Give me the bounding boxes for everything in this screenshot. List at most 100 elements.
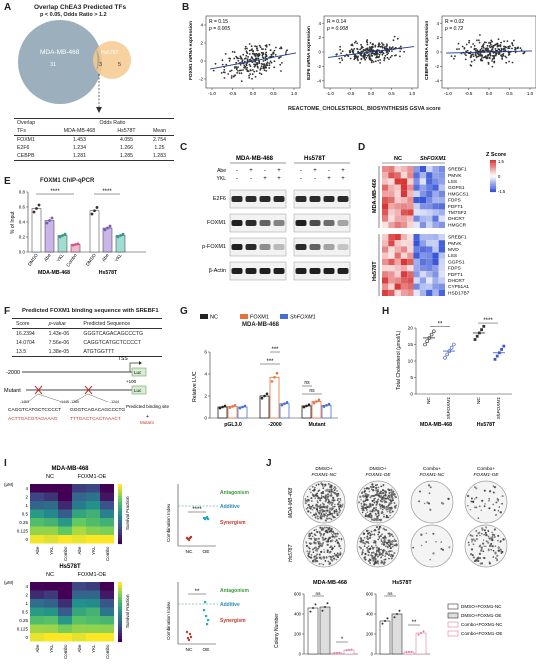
- scatter-xtick-label: 0.0: [486, 91, 493, 96]
- table-row: 16.2394 1.43e-06 GGGTCAGACAGCCCTG: [12, 329, 162, 339]
- scatter-point: [352, 52, 355, 54]
- colony-dot: [383, 494, 386, 497]
- synergy-col-tick: Abe: [77, 644, 82, 653]
- scatter-point: [259, 46, 262, 49]
- synergy-cell: [30, 624, 44, 633]
- colony-dot: [315, 555, 318, 557]
- luc-point: [307, 403, 311, 406]
- colony-dot: [429, 486, 432, 489]
- chol-point: [480, 328, 483, 332]
- heatmap-gene-label: LSS: [448, 179, 457, 185]
- heatmap-cell: [419, 234, 427, 241]
- scatter-point: [223, 71, 226, 74]
- ci-antagonism-label: Antagonism: [220, 490, 249, 496]
- scatter-point: [273, 66, 276, 69]
- colony-dot: [488, 499, 490, 502]
- scatter-point: [454, 55, 456, 58]
- chol-sig-label: **: [438, 321, 443, 327]
- luc-point: [218, 406, 222, 410]
- heatmap-cell: [394, 265, 401, 272]
- synergy-cell: [86, 590, 100, 599]
- colony-dot: [326, 549, 329, 552]
- colony-dot: [313, 537, 316, 540]
- colony-dot: [331, 555, 334, 558]
- scatter-point: [243, 66, 245, 69]
- chip-bar-label: DMSO: [27, 252, 39, 267]
- synergy-cell: [72, 501, 86, 510]
- scatter-point: [456, 48, 458, 50]
- scatter-point: [237, 59, 240, 62]
- luc-point: [305, 404, 308, 408]
- blot-band: [295, 220, 307, 226]
- scatter-xtick-label: 0.5: [270, 91, 277, 96]
- heatmap-gene-label: PMVK: [448, 173, 462, 179]
- scatter-point: [344, 55, 346, 58]
- colony-dot: [322, 563, 325, 566]
- colony-dot: [485, 545, 487, 548]
- scatter-ylabel: FOXM1 mRNA expression: [188, 21, 194, 80]
- colony-dot: [388, 535, 391, 538]
- scatter-point: [235, 61, 238, 64]
- scatter-point: [260, 67, 262, 69]
- colony-dot: [447, 497, 450, 501]
- scatter-point: [486, 48, 489, 51]
- colony-dot: [328, 526, 331, 529]
- scatter-ytick-label: -4: [317, 78, 321, 83]
- colony-dot: [326, 509, 329, 512]
- colony-dot: [377, 510, 379, 512]
- seq-cell: 7.56e-06: [48, 339, 70, 346]
- colony-dot: [379, 490, 383, 493]
- scatter-point: [240, 56, 242, 59]
- colony-dot: [494, 557, 497, 559]
- scatter-point: [245, 54, 248, 57]
- colony-dot: [332, 505, 334, 508]
- chip-point: [58, 235, 62, 239]
- colony-dot: [317, 490, 320, 492]
- heatmap-cell: [400, 252, 408, 259]
- scatter-point: [278, 56, 281, 59]
- colony-dot: [370, 486, 373, 489]
- colony-legend-swatch: [447, 630, 459, 637]
- scatter-point: [235, 66, 238, 68]
- scatter-point: [275, 46, 277, 49]
- colony-dot: [327, 537, 331, 540]
- heatmap-cell: [407, 184, 414, 191]
- odds-header-odds: Odds Ratio: [99, 120, 126, 126]
- heatmap-cell: [438, 252, 445, 259]
- heatmap-cell: [388, 283, 395, 290]
- synergy-legend-swatch: [118, 538, 122, 542]
- scatter-point: [378, 42, 380, 44]
- colony-dot: [327, 560, 330, 563]
- colony-dot: [374, 540, 377, 543]
- scatter-point: [494, 48, 497, 50]
- colony-dot: [483, 505, 486, 508]
- synergy-cell: [100, 607, 114, 616]
- synergy-legend-swatch: [118, 511, 122, 515]
- synergy-legend-swatch: [118, 618, 122, 622]
- scatter-point: [230, 69, 233, 72]
- scatter-fit-line: [445, 50, 533, 54]
- heatmap-gene-label: GGPS1: [448, 259, 465, 265]
- colony-dot: [310, 532, 313, 535]
- scatter-point: [256, 63, 259, 66]
- scatter-point: [357, 59, 359, 62]
- colony-dot: [376, 484, 379, 486]
- colony-dot: [363, 536, 366, 539]
- synergy-cell: [58, 492, 72, 501]
- heatmap-cell: [438, 246, 445, 253]
- colony-dot: [375, 553, 378, 556]
- colony-dot: [494, 485, 497, 488]
- scatter-point: [262, 52, 264, 55]
- synergy-legend-swatch: [118, 529, 122, 533]
- scatter-point: [464, 53, 466, 55]
- synergy-cell: [100, 518, 114, 527]
- scatter-point: [488, 45, 491, 47]
- scatter-point: [522, 52, 525, 55]
- scatter-point: [498, 49, 501, 51]
- colony-dot: [339, 509, 342, 512]
- scatter-point: [480, 54, 483, 56]
- colony-dot: [315, 503, 318, 506]
- chol-ytick-label: 5: [410, 375, 413, 381]
- colony-dot: [358, 546, 361, 548]
- colony-dot: [390, 502, 393, 505]
